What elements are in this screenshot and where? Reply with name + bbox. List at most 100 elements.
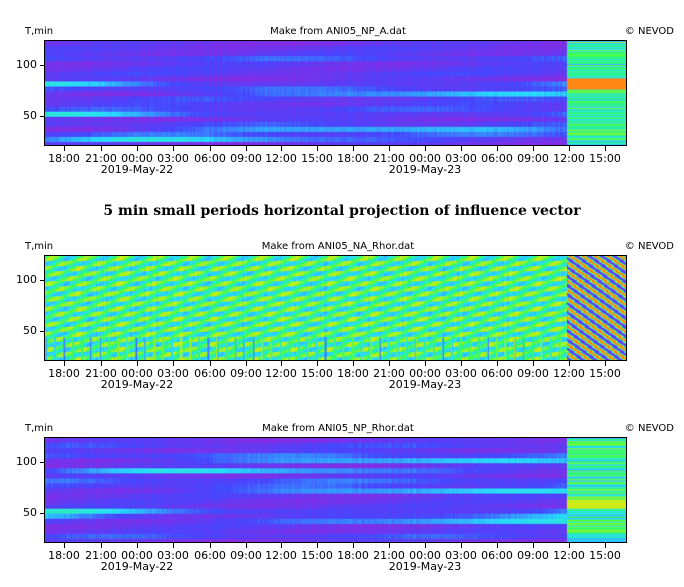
y-tick-label: 50 bbox=[23, 323, 37, 337]
x-tick-mark bbox=[389, 361, 390, 366]
section-title: 5 min small periods horizontal projectio… bbox=[103, 203, 581, 219]
heatmap-canvas bbox=[45, 41, 626, 145]
x-tick-mark bbox=[137, 543, 138, 548]
x-tick-label: 15:00 bbox=[301, 549, 333, 562]
x-tick-label: 15:00 bbox=[589, 152, 621, 165]
x-tick-label: 00:00 bbox=[409, 549, 441, 562]
x-tick-label: 12:00 bbox=[553, 367, 585, 380]
date-label: 2019-May-22 bbox=[100, 163, 174, 176]
x-tick-mark bbox=[461, 361, 462, 366]
y-tick-label: 50 bbox=[23, 505, 37, 519]
x-tick-label: 15:00 bbox=[301, 367, 333, 380]
chart-panel-na-rhor: Make from ANI05_NA_Rhor.dat © NEVOD T,min 1… bbox=[0, 215, 684, 405]
y-tick-mark bbox=[40, 65, 44, 67]
x-tick-mark bbox=[210, 543, 211, 548]
x-tick-label: 21:00 bbox=[373, 549, 405, 562]
x-tick-label: 18:00 bbox=[48, 152, 80, 165]
y-tick-mark bbox=[40, 462, 44, 464]
x-tick-mark bbox=[101, 146, 102, 151]
x-tick-mark bbox=[317, 543, 318, 548]
chart-title: Make from ANI05_NP_A.dat bbox=[270, 26, 406, 37]
heatmap-plot-area bbox=[44, 255, 627, 361]
x-tick-label: 06:00 bbox=[481, 367, 513, 380]
x-tick-mark bbox=[246, 146, 247, 151]
x-tick-mark bbox=[353, 146, 354, 151]
date-label: 2019-May-22 bbox=[100, 378, 174, 391]
y-tick-label: 50 bbox=[23, 108, 37, 122]
x-tick-mark bbox=[317, 361, 318, 366]
y-axis-label: T,min bbox=[25, 241, 54, 252]
heatmap-canvas bbox=[45, 438, 626, 542]
y-tick-label: 100 bbox=[16, 455, 37, 469]
date-label: 2019-May-22 bbox=[100, 560, 174, 573]
x-tick-mark bbox=[461, 146, 462, 151]
y-tick-mark bbox=[40, 330, 44, 332]
y-tick-mark bbox=[40, 512, 44, 514]
x-tick-mark bbox=[497, 361, 498, 366]
x-tick-mark bbox=[173, 543, 174, 548]
x-tick-mark bbox=[389, 543, 390, 548]
x-tick-label: 12:00 bbox=[265, 152, 297, 165]
chart-title: Make from ANI05_NP_Rhor.dat bbox=[262, 423, 414, 434]
x-tick-label: 06:00 bbox=[481, 152, 513, 165]
x-tick-label: 03:00 bbox=[157, 152, 189, 165]
copyright-label: © NEVOD bbox=[624, 423, 674, 434]
x-tick-label: 06:00 bbox=[481, 549, 513, 562]
x-tick-mark bbox=[533, 543, 534, 548]
y-tick-label: 100 bbox=[16, 58, 37, 72]
x-tick-mark bbox=[425, 361, 426, 366]
x-tick-mark bbox=[64, 361, 65, 366]
x-tick-label: 21:00 bbox=[85, 549, 117, 562]
x-tick-label: 09:00 bbox=[517, 367, 549, 380]
heatmap-plot-area bbox=[44, 437, 627, 543]
x-tick-label: 12:00 bbox=[553, 152, 585, 165]
x-tick-label: 00:00 bbox=[121, 367, 153, 380]
x-tick-mark bbox=[569, 543, 570, 548]
x-tick-mark bbox=[210, 361, 211, 366]
x-tick-label: 09:00 bbox=[517, 152, 549, 165]
x-tick-label: 03:00 bbox=[157, 367, 189, 380]
copyright-label: © NEVOD bbox=[624, 241, 674, 252]
x-tick-mark bbox=[425, 543, 426, 548]
chart-panel-amplitude: Make from ANI05_NP_A.dat © NEVOD T,min 100 5… bbox=[0, 0, 684, 190]
x-tick-mark bbox=[173, 361, 174, 366]
x-tick-label: 12:00 bbox=[265, 367, 297, 380]
x-tick-label: 09:00 bbox=[230, 549, 262, 562]
x-tick-mark bbox=[137, 146, 138, 151]
x-tick-label: 06:00 bbox=[194, 152, 226, 165]
x-tick-label: 18:00 bbox=[337, 367, 369, 380]
x-tick-label: 18:00 bbox=[48, 549, 80, 562]
x-tick-mark bbox=[281, 146, 282, 151]
y-axis-label: T,min bbox=[25, 423, 54, 434]
x-tick-label: 06:00 bbox=[194, 549, 226, 562]
x-tick-mark bbox=[569, 361, 570, 366]
x-tick-label: 15:00 bbox=[589, 549, 621, 562]
x-tick-mark bbox=[101, 361, 102, 366]
x-tick-mark bbox=[64, 146, 65, 151]
x-tick-label: 15:00 bbox=[589, 367, 621, 380]
x-tick-label: 03:00 bbox=[445, 152, 477, 165]
chart-title: Make from ANI05_NA_Rhor.dat bbox=[261, 241, 415, 252]
x-tick-mark bbox=[425, 146, 426, 151]
x-tick-label: 00:00 bbox=[409, 152, 441, 165]
x-tick-mark bbox=[497, 146, 498, 151]
x-tick-mark bbox=[137, 361, 138, 366]
x-tick-label: 03:00 bbox=[445, 549, 477, 562]
y-tick-mark bbox=[40, 280, 44, 282]
x-tick-label: 21:00 bbox=[373, 367, 405, 380]
x-tick-label: 03:00 bbox=[445, 367, 477, 380]
x-tick-label: 00:00 bbox=[121, 152, 153, 165]
x-tick-mark bbox=[64, 543, 65, 548]
date-label: 2019-May-23 bbox=[388, 163, 462, 176]
x-tick-label: 12:00 bbox=[265, 549, 297, 562]
copyright-label: © NEVOD bbox=[624, 26, 674, 37]
x-tick-mark bbox=[210, 146, 211, 151]
x-tick-mark bbox=[246, 361, 247, 366]
date-label: 2019-May-23 bbox=[388, 560, 462, 573]
x-tick-label: 09:00 bbox=[517, 549, 549, 562]
x-tick-mark bbox=[173, 146, 174, 151]
date-label: 2019-May-23 bbox=[388, 378, 462, 391]
x-tick-label: 18:00 bbox=[337, 549, 369, 562]
x-tick-label: 12:00 bbox=[553, 549, 585, 562]
x-tick-label: 15:00 bbox=[301, 152, 333, 165]
